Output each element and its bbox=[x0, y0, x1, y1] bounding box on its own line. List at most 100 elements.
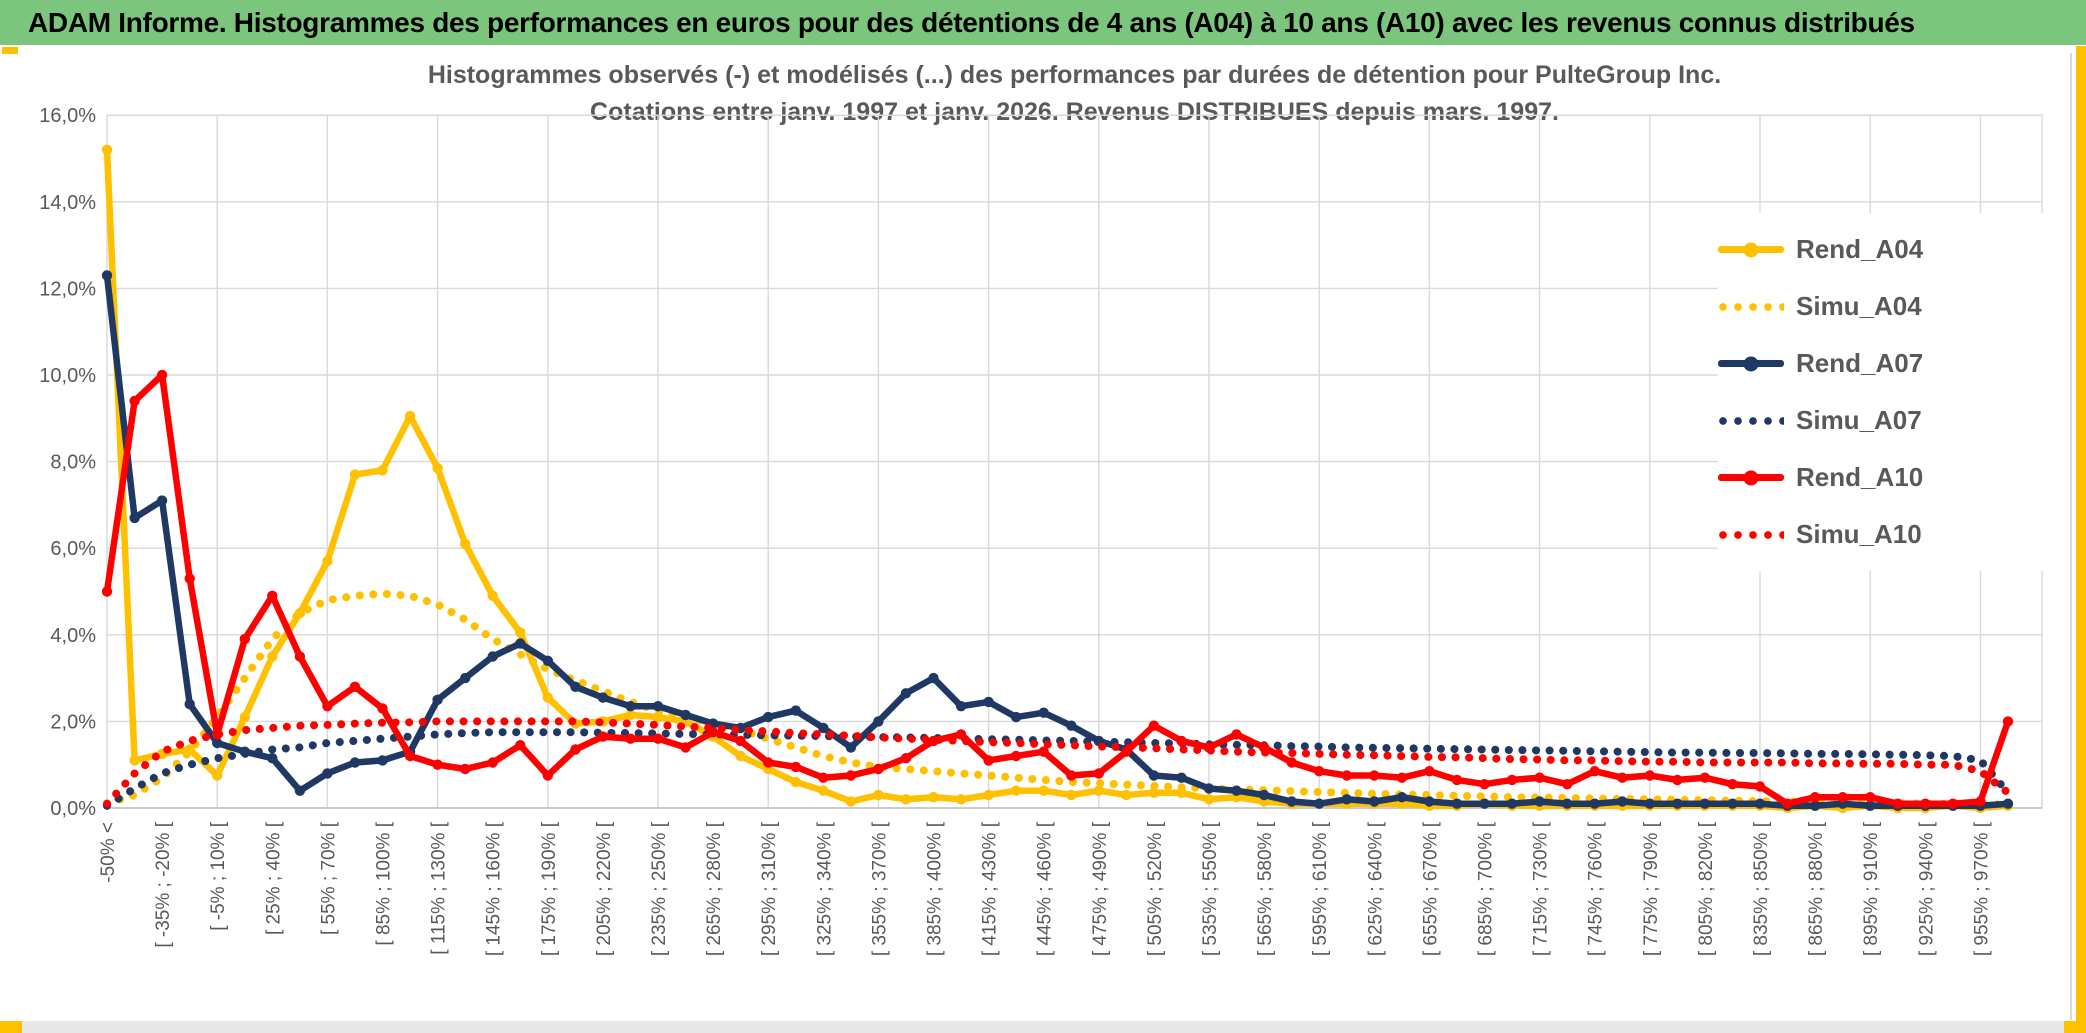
data-point-marker bbox=[1672, 798, 1683, 809]
chart-plot: 0,0% 2,0% 4,0% 6,0% 8,0% 10,0% 12,0% 14,0% 16,0%… bbox=[39, 105, 2043, 956]
data-point-marker bbox=[377, 703, 388, 714]
simu-a04-dotted-line-icon bbox=[1718, 301, 1784, 312]
data-point-marker bbox=[1644, 770, 1656, 781]
y-tick-label: 16,0% bbox=[39, 105, 96, 127]
data-point-marker bbox=[900, 753, 912, 764]
y-tick-label: 8,0% bbox=[50, 452, 96, 474]
data-point-marker bbox=[1176, 772, 1187, 783]
data-point-marker bbox=[652, 733, 664, 744]
series-Simu_A04[interactable] bbox=[103, 589, 2012, 809]
x-tick-label: [ 805% ; 820% [ bbox=[1696, 821, 1717, 956]
sheet-border-top-left bbox=[2, 47, 18, 54]
rend-a07-line-icon bbox=[1718, 360, 1784, 367]
data-point-marker bbox=[1038, 785, 1049, 796]
data-point-marker bbox=[1644, 798, 1656, 809]
x-tick-label: [ -35% ; -20% [ bbox=[153, 821, 174, 947]
x-tick-label: [ 565% ; 580% [ bbox=[1255, 821, 1276, 956]
legend-item-simu-a07[interactable]: Simu_A07 bbox=[1718, 392, 2050, 449]
x-tick-label: [ 325% ; 340% [ bbox=[814, 821, 835, 956]
data-point-marker bbox=[322, 556, 333, 567]
x-tick-label: [ 685% ; 700% [ bbox=[1476, 821, 1497, 956]
legend-item-rend-a04[interactable]: Rend_A04 bbox=[1718, 221, 2050, 278]
data-point-marker bbox=[625, 733, 636, 744]
x-tick-label: [ 205% ; 220% [ bbox=[594, 821, 615, 956]
data-point-marker bbox=[983, 789, 994, 801]
data-point-marker bbox=[763, 757, 774, 768]
data-point-marker bbox=[928, 792, 939, 803]
data-point-marker bbox=[1754, 781, 1766, 792]
x-tick-label: [ 595% ; 610% [ bbox=[1310, 821, 1331, 956]
data-point-marker bbox=[680, 742, 691, 753]
data-point-marker bbox=[129, 395, 140, 407]
data-point-marker bbox=[983, 755, 994, 766]
data-point-marker bbox=[928, 672, 939, 684]
data-point-marker bbox=[432, 759, 443, 770]
series-Simu_A07[interactable] bbox=[103, 728, 2012, 810]
data-point-marker bbox=[322, 701, 333, 712]
y-tick-label: 10,0% bbox=[39, 365, 96, 387]
data-point-marker bbox=[1451, 798, 1463, 809]
x-tick-label: [ 835% ; 850% [ bbox=[1751, 821, 1772, 956]
data-point-marker bbox=[818, 785, 829, 796]
data-point-marker bbox=[790, 776, 801, 788]
x-tick-label: [ 475% ; 490% [ bbox=[1090, 821, 1111, 956]
data-point-marker bbox=[790, 761, 801, 773]
data-point-marker bbox=[1369, 770, 1380, 781]
rend-a04-line-icon bbox=[1718, 246, 1784, 253]
page-title: ADAM Informe. Histogrammes des performan… bbox=[28, 6, 1915, 38]
data-point-marker bbox=[294, 785, 306, 796]
data-point-marker bbox=[1920, 798, 1931, 809]
data-point-marker bbox=[818, 772, 829, 783]
data-point-marker bbox=[1479, 798, 1490, 809]
data-point-marker bbox=[818, 722, 829, 734]
data-point-marker bbox=[377, 465, 388, 476]
data-point-marker bbox=[404, 750, 416, 762]
data-point-marker bbox=[1396, 772, 1408, 783]
data-point-marker bbox=[1148, 770, 1160, 781]
data-point-marker bbox=[515, 638, 526, 649]
x-tick-label: [ 385% ; 400% [ bbox=[925, 821, 946, 956]
x-tick-label: [ 745% ; 760% [ bbox=[1586, 821, 1607, 956]
data-point-marker bbox=[1947, 798, 1959, 809]
legend-item-simu-a04[interactable]: Simu_A04 bbox=[1718, 278, 2050, 335]
data-point-marker bbox=[1010, 711, 1022, 723]
data-point-marker bbox=[129, 512, 140, 524]
data-point-marker bbox=[129, 755, 140, 766]
data-point-marker bbox=[184, 573, 195, 584]
data-point-marker bbox=[542, 770, 553, 781]
data-point-marker bbox=[1203, 783, 1215, 794]
data-point-marker bbox=[1231, 729, 1242, 740]
data-point-marker bbox=[790, 705, 801, 716]
sheet-title-bar: ADAM Informe. Histogrammes des performan… bbox=[0, 0, 2086, 45]
data-point-marker bbox=[570, 681, 581, 692]
legend-item-rend-a10[interactable]: Rend_A10 bbox=[1718, 449, 2050, 506]
data-point-marker bbox=[239, 711, 250, 723]
data-point-marker bbox=[515, 740, 526, 751]
legend-item-rend-a07[interactable]: Rend_A07 bbox=[1718, 335, 2050, 392]
data-point-marker bbox=[487, 590, 498, 601]
simu-a07-dotted-line-icon bbox=[1718, 415, 1784, 426]
data-point-marker bbox=[680, 709, 691, 721]
data-point-marker bbox=[1809, 800, 1821, 811]
x-tick-label: [ 25% ; 40% [ bbox=[263, 821, 284, 935]
x-tick-label: [ 85% ; 100% [ bbox=[374, 821, 395, 945]
series-Rend_A10[interactable] bbox=[101, 369, 2014, 809]
y-tick-label: 4,0% bbox=[50, 625, 96, 647]
data-point-marker bbox=[1066, 789, 1077, 801]
y-tick-label: 0,0% bbox=[50, 798, 96, 820]
data-point-marker bbox=[597, 731, 609, 742]
data-point-marker bbox=[1699, 772, 1711, 783]
data-point-marker bbox=[487, 757, 498, 768]
data-point-marker bbox=[735, 750, 746, 762]
data-point-marker bbox=[1892, 798, 1904, 809]
x-tick-label: [ 505% ; 520% [ bbox=[1145, 821, 1166, 956]
data-point-marker bbox=[349, 681, 361, 692]
data-point-marker bbox=[1010, 750, 1022, 762]
x-tick-label: [ 625% ; 640% [ bbox=[1365, 821, 1386, 956]
series-Rend_A07[interactable] bbox=[101, 270, 2014, 811]
data-point-marker bbox=[1341, 794, 1353, 805]
legend-item-simu-a10[interactable]: Simu_A10 bbox=[1718, 506, 2050, 563]
data-point-marker bbox=[1727, 779, 1738, 790]
chart-border bbox=[2070, 53, 2072, 1020]
series-Simu_A10[interactable] bbox=[103, 717, 2012, 808]
